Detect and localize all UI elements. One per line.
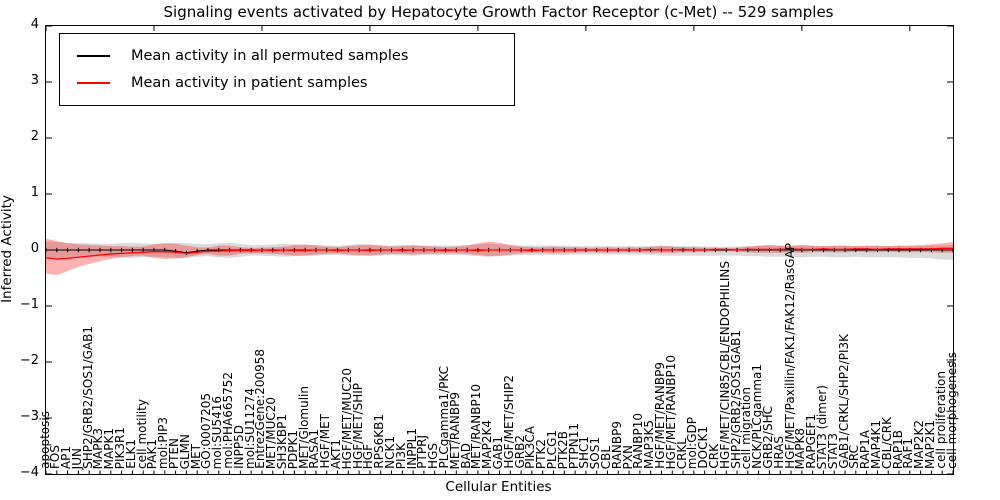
chart-svg [46,26,953,474]
y-tick-label: −4 [19,465,39,480]
y-tick-label: −1 [19,297,39,312]
legend-label-permuted: Mean activity in all permuted samples [131,47,409,64]
patient-line-swatch [77,81,110,84]
y-tick-label: −3 [19,409,39,424]
legend-item-patient: Mean activity in patient samples [60,69,514,96]
chart-title: Signaling events activated by Hepatocyte… [163,3,834,21]
patient-mean-line [46,247,953,260]
y-tick-label: 2 [30,129,39,144]
y-tick-label: 4 [30,17,39,32]
y-tick-label: −2 [19,353,39,368]
legend-label-patient: Mean activity in patient samples [131,74,368,91]
x-axis-label: Cellular Entities [445,479,552,495]
x-tick-label: cell morphogenesis [944,352,959,469]
legend: Mean activity in all permuted samples Me… [59,33,515,106]
y-tick-label: 1 [30,185,39,200]
permuted-line-swatch [77,54,110,57]
y-tick-label: 0 [30,241,39,256]
legend-item-permuted: Mean activity in all permuted samples [60,42,514,69]
y-tick-label: 3 [30,73,39,88]
